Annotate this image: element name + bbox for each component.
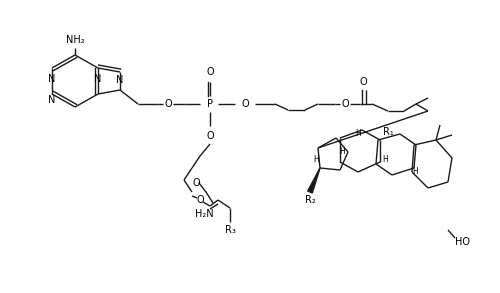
- Text: N: N: [48, 95, 56, 105]
- Text: O: O: [241, 99, 249, 109]
- Text: H: H: [412, 168, 418, 176]
- Text: N: N: [94, 74, 102, 84]
- Text: R₁: R₁: [382, 127, 394, 137]
- Text: H: H: [313, 154, 319, 163]
- Text: O: O: [359, 77, 367, 87]
- Text: N: N: [116, 75, 123, 85]
- Text: O: O: [206, 67, 214, 77]
- Text: O: O: [192, 178, 200, 188]
- Text: R₃: R₃: [224, 225, 235, 235]
- Text: N: N: [48, 74, 56, 84]
- Text: O: O: [196, 195, 204, 205]
- Text: H: H: [355, 129, 361, 137]
- Text: P: P: [207, 99, 213, 109]
- Text: HO: HO: [454, 237, 469, 247]
- Text: H: H: [339, 147, 345, 156]
- Text: R₂: R₂: [304, 195, 316, 205]
- Text: O: O: [341, 99, 349, 109]
- Text: NH₂: NH₂: [66, 35, 84, 45]
- Text: H₂N: H₂N: [194, 209, 214, 219]
- Text: H: H: [382, 156, 388, 164]
- Polygon shape: [308, 168, 320, 193]
- Text: O: O: [206, 131, 214, 141]
- Text: O: O: [164, 99, 172, 109]
